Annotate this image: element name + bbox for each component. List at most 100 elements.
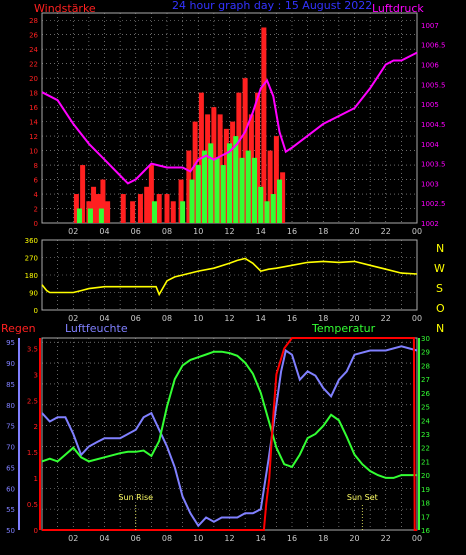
humidity-y-tick: 80 bbox=[6, 402, 15, 410]
wind-mean-bar bbox=[180, 201, 186, 223]
rain-y-tick: 2 bbox=[34, 423, 38, 431]
x-tick-label: 02 bbox=[68, 314, 78, 323]
pressure-y-tick: 1004.5 bbox=[421, 121, 446, 129]
x-tick-label: 14 bbox=[256, 314, 266, 323]
pressure-y-tick: 1005.5 bbox=[421, 81, 446, 89]
rain-line bbox=[42, 337, 417, 531]
temp-y-tick: 19 bbox=[421, 486, 430, 494]
rain-y-tick: 3 bbox=[34, 371, 38, 379]
wind-y-tick: 28 bbox=[29, 17, 38, 25]
x-tick-label: 22 bbox=[381, 314, 391, 323]
x-tick-label: 00 bbox=[412, 227, 422, 236]
sunrise-label: Sun Rise bbox=[118, 493, 153, 502]
wind-gust-bar bbox=[273, 136, 279, 223]
wind-gust-bar bbox=[248, 114, 254, 223]
wind-y-tick: 14 bbox=[29, 119, 38, 127]
temp-y-tick: 25 bbox=[421, 404, 430, 412]
wind-mean-bar bbox=[270, 194, 276, 223]
wind-gust-bar bbox=[280, 172, 286, 223]
wind-mean-bar bbox=[152, 201, 157, 223]
wind-gust-bar bbox=[73, 194, 79, 223]
wind-mean-bar bbox=[189, 179, 195, 223]
pressure-line bbox=[41, 51, 418, 185]
wind-gust-bar bbox=[164, 194, 170, 223]
pressure-y-tick: 1004 bbox=[421, 141, 439, 149]
humidity-y-tick: 95 bbox=[6, 339, 15, 347]
wind-mean-bar bbox=[208, 143, 214, 223]
x-tick-label: 18 bbox=[318, 314, 328, 323]
wind-gust-bar bbox=[105, 201, 111, 223]
wind-y-tick: 18 bbox=[29, 90, 38, 98]
compass-n-bottom: N bbox=[436, 322, 444, 335]
wind-title: Windstärke bbox=[34, 2, 96, 15]
pressure-y-tick: 1002.5 bbox=[421, 200, 446, 208]
humidity-line bbox=[41, 345, 418, 528]
wind-mean-bar bbox=[202, 150, 207, 223]
x-tick-label: 14 bbox=[256, 534, 266, 543]
wind-gust-bar bbox=[148, 165, 154, 223]
graph-title: 24 hour graph day : 15 August 2022 bbox=[172, 0, 372, 12]
wind-gust-bar bbox=[80, 165, 86, 223]
compass-n-top: N bbox=[436, 242, 444, 255]
x-tick-label: 02 bbox=[68, 227, 78, 236]
humidity-y-tick: 50 bbox=[6, 527, 15, 535]
x-tick-label: 22 bbox=[381, 534, 391, 543]
sunset-label: Sun Set bbox=[347, 493, 378, 502]
x-tick-label: 12 bbox=[224, 227, 234, 236]
wind-mean-bar bbox=[245, 150, 251, 223]
wind-gust-bar bbox=[137, 194, 143, 223]
x-tick-label: 00 bbox=[412, 534, 422, 543]
x-tick-label: 04 bbox=[99, 227, 109, 236]
temp-y-tick: 26 bbox=[421, 390, 430, 398]
temp-y-tick: 29 bbox=[421, 349, 430, 357]
wind-gust-bar bbox=[120, 194, 126, 223]
humidity-y-tick: 65 bbox=[6, 464, 15, 472]
wind-gust-bar bbox=[91, 186, 97, 223]
x-tick-label: 04 bbox=[99, 534, 109, 543]
wind-gust-bar bbox=[217, 114, 223, 223]
wind-y-tick: 22 bbox=[29, 61, 38, 69]
pressure-y-tick: 1005 bbox=[421, 101, 439, 109]
wind-y-tick: 10 bbox=[29, 148, 38, 156]
temp-y-tick: 24 bbox=[421, 417, 430, 425]
wind-gust-bar bbox=[192, 121, 198, 223]
x-tick-label: 08 bbox=[162, 534, 172, 543]
wind-gust-bar bbox=[211, 107, 217, 223]
humidity-y-tick: 90 bbox=[6, 360, 15, 368]
x-tick-label: 12 bbox=[224, 314, 234, 323]
wind-gust-bar bbox=[261, 27, 267, 224]
x-tick-label: 22 bbox=[381, 227, 391, 236]
temperature-line bbox=[41, 350, 417, 479]
temp-y-tick: 20 bbox=[421, 472, 430, 480]
direction-line bbox=[41, 257, 418, 297]
pressure-y-tick: 1003 bbox=[421, 180, 439, 188]
x-tick-label: 00 bbox=[412, 314, 422, 323]
wind-y-tick: 2 bbox=[34, 206, 38, 214]
wind-mean-bar bbox=[77, 208, 82, 223]
x-tick-label: 06 bbox=[131, 534, 141, 543]
humidity-y-tick: 55 bbox=[6, 506, 15, 514]
rain-y-tick: 0.5 bbox=[27, 501, 38, 509]
rain-y-tick: 2.5 bbox=[27, 397, 38, 405]
x-tick-label: 20 bbox=[349, 227, 359, 236]
x-tick-label: 08 bbox=[162, 314, 172, 323]
x-tick-label: 10 bbox=[193, 534, 203, 543]
direction-y-tick: 0 bbox=[34, 307, 38, 315]
wind-gust-bar bbox=[236, 92, 242, 223]
pressure-y-tick: 1003.5 bbox=[421, 161, 446, 169]
temp-y-tick: 18 bbox=[421, 500, 430, 508]
x-tick-label: 10 bbox=[193, 314, 203, 323]
wind-mean-bar bbox=[87, 208, 93, 223]
temp-y-tick: 27 bbox=[421, 376, 430, 384]
pressure-y-tick: 1006 bbox=[421, 62, 439, 70]
wind-mean-bar bbox=[227, 143, 232, 223]
wind-y-tick: 8 bbox=[34, 162, 38, 170]
humidity-y-tick: 75 bbox=[6, 423, 15, 431]
x-tick-label: 06 bbox=[131, 314, 141, 323]
wind-y-tick: 20 bbox=[29, 75, 38, 83]
direction-y-tick: 180 bbox=[25, 272, 38, 280]
temp-y-tick: 30 bbox=[421, 335, 430, 343]
x-tick-label: 18 bbox=[318, 227, 328, 236]
wind-bars-layer bbox=[73, 27, 286, 224]
